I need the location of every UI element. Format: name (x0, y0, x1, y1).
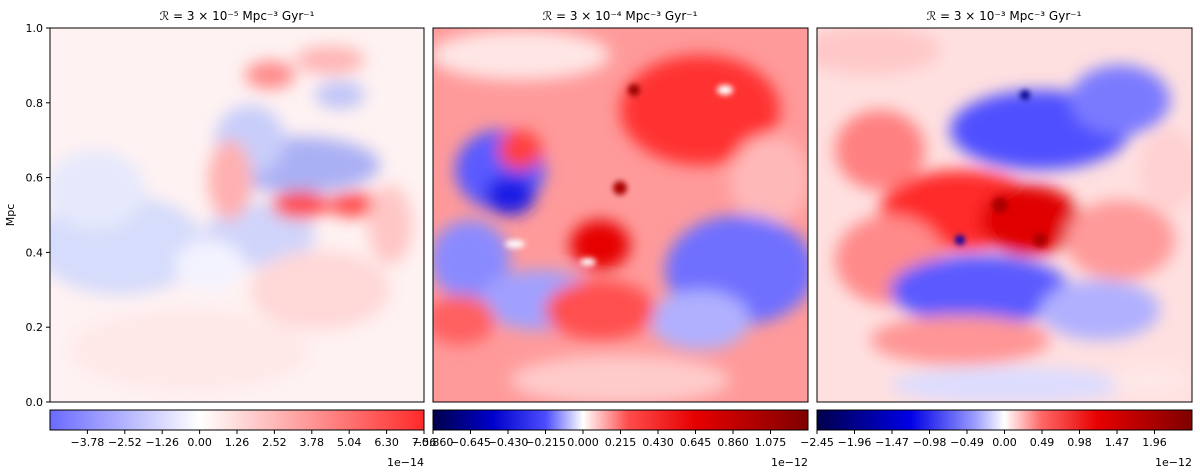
colorbar-tick-label: 0.000 (567, 436, 599, 449)
colorbar-tick-label: 0.49 (1030, 436, 1055, 449)
figure: ℛ = 3 × 10⁻⁵ Mpc⁻³ Gyr⁻¹ ℛ = 3 × 10⁻⁴ Mp… (0, 0, 1200, 472)
colorbar-tick-label: 0.00 (992, 436, 1017, 449)
panel-1-heatmap (35, 28, 424, 402)
colorbar-tick-label: −3.78 (71, 436, 105, 449)
y-tick-label: 0.6 (26, 172, 44, 185)
colorbar-tick-label: 0.645 (680, 436, 712, 449)
y-tick-label: 0.4 (26, 246, 44, 259)
colorbar-tick-label: −1.47 (875, 436, 909, 449)
colorbar-tick-label: −0.645 (450, 436, 491, 449)
colorbar-tick-label: 0.00 (187, 436, 212, 449)
colorbar-tick-label: 0.860 (717, 436, 749, 449)
colorbar-tick-label: −0.430 (488, 436, 529, 449)
colorbar-tick-label: −1.96 (838, 436, 872, 449)
panel-1-title: ℛ = 3 × 10⁻⁵ Mpc⁻³ Gyr⁻¹ (160, 9, 315, 23)
panel-2-title: ℛ = 3 × 10⁻⁴ Mpc⁻³ Gyr⁻¹ (543, 9, 698, 23)
colorbar-tick-label: −0.49 (950, 436, 984, 449)
colorbar-2 (433, 410, 808, 430)
colorbar-tick-label: 6.30 (374, 436, 399, 449)
colorbar-tick-label: 1.075 (755, 436, 787, 449)
colorbar-1-exponent: 1e−14 (387, 456, 424, 469)
y-tick-label: 1.0 (26, 22, 44, 35)
colorbar-2-exponent: 1e−12 (771, 456, 808, 469)
colorbar-tick-label: 0.215 (605, 436, 637, 449)
colorbar-3 (817, 410, 1192, 430)
colorbar-tick-label: 2.52 (262, 436, 287, 449)
panel-3-title: ℛ = 3 × 10⁻³ Mpc⁻³ Gyr⁻¹ (927, 9, 1082, 23)
colorbar-tick-label: 1.96 (1142, 436, 1167, 449)
y-tick-label: 0.2 (26, 321, 44, 334)
colorbar-tick-label: −1.26 (145, 436, 179, 449)
colorbar-tick-label: −2.52 (108, 436, 142, 449)
colorbar-1 (50, 410, 424, 430)
colorbar-tick-label: −2.45 (800, 436, 834, 449)
colorbar-3-exponent: 1e−12 (1155, 456, 1192, 469)
panel-3-heatmap (800, 25, 1200, 403)
colorbar-tick-label: 0.98 (1067, 436, 1092, 449)
colorbar-tick-label: 1.26 (225, 436, 250, 449)
colorbar-tick-label: −0.98 (913, 436, 947, 449)
y-axis-label: Mpc (4, 204, 17, 227)
colorbar-tick-label: 3.78 (300, 436, 325, 449)
y-tick-label: 0.8 (26, 97, 44, 110)
colorbar-tick-label: 5.04 (337, 436, 362, 449)
colorbar-tick-label: −0.215 (525, 436, 566, 449)
colorbar-tick-label: 0.430 (642, 436, 674, 449)
colorbar-tick-label: −0.860 (413, 436, 454, 449)
colorbar-tick-label: 1.47 (1105, 436, 1130, 449)
y-tick-label: 0.0 (26, 396, 44, 409)
panel-2-heatmap (425, 28, 815, 405)
